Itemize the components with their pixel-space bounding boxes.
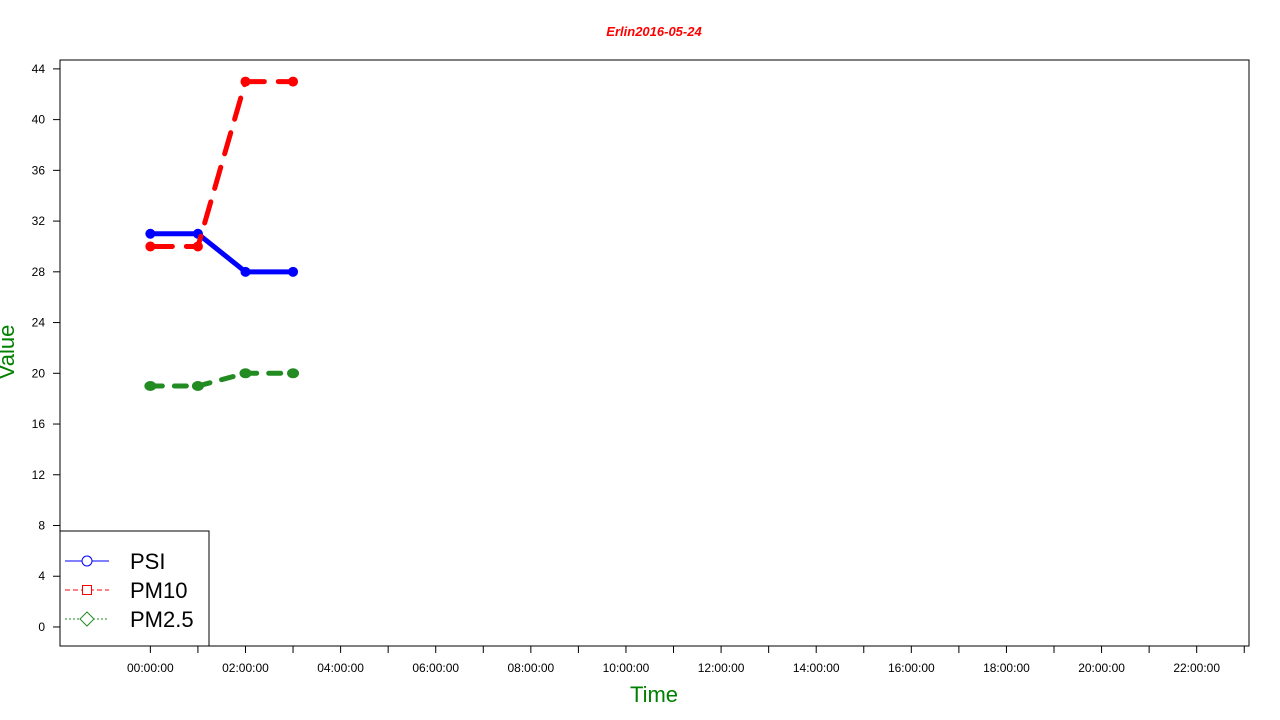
x-tick-label: 08:00:00 (507, 661, 554, 675)
y-tick-label: 0 (38, 620, 45, 634)
x-tick-label: 12:00:00 (698, 661, 745, 675)
x-tick-label: 00:00:00 (127, 661, 174, 675)
y-tick-label: 36 (32, 163, 46, 177)
x-tick-label: 16:00:00 (888, 661, 935, 675)
x-tick-label: 04:00:00 (317, 661, 364, 675)
legend-label: PM2.5 (130, 607, 194, 632)
data-point (287, 368, 300, 379)
series-line-psi (147, 231, 296, 275)
legend-marker-diamond (79, 611, 95, 627)
x-tick-label: 10:00:00 (603, 661, 650, 675)
data-point (288, 266, 299, 277)
data-point (192, 241, 203, 252)
chart-title: Erlin2016-05-24 (606, 24, 702, 39)
data-point (240, 266, 251, 277)
legend-marker-square (82, 585, 92, 595)
y-axis-title: Value (0, 325, 19, 380)
legend-marker-circle (81, 555, 93, 567)
y-tick-label: 8 (38, 519, 45, 533)
x-tick-label: 14:00:00 (793, 661, 840, 675)
y-tick-label: 28 (32, 265, 46, 279)
y-tick-label: 16 (32, 417, 46, 431)
x-tick-label: 02:00:00 (222, 661, 269, 675)
y-tick-label: 32 (32, 214, 46, 228)
data-point (145, 241, 156, 252)
axes: 00:00:00 02:00:00 04:00:00 06:00:00 08:00:00… (32, 59, 1250, 675)
series-line-pm25 (147, 370, 296, 389)
data-point (239, 368, 252, 379)
data-point (145, 228, 156, 239)
data-point (288, 76, 299, 87)
y-tick-label: 20 (32, 366, 46, 380)
y-tick-label: 24 (32, 316, 46, 330)
series-line-pm10 (147, 79, 296, 249)
data-point (144, 380, 157, 391)
x-tick-label: 18:00:00 (983, 661, 1030, 675)
x-tick-label: 20:00:00 (1078, 661, 1125, 675)
plot-frame (59, 59, 1250, 647)
legend-label: PM10 (130, 578, 187, 603)
data-point (191, 380, 204, 391)
y-tick-label: 12 (32, 468, 46, 482)
y-tick-label: 4 (38, 569, 45, 583)
x-tick-label: 06:00:00 (412, 661, 459, 675)
legend: PSI PM10 PM2.5 (59, 530, 210, 647)
data-point (240, 76, 251, 87)
y-tick-label: 44 (32, 62, 46, 76)
x-tick-label: 22:00:00 (1173, 661, 1220, 675)
legend-label: PSI (130, 549, 165, 574)
series-layer (144, 76, 300, 391)
y-tick-label: 40 (32, 113, 46, 127)
x-axis-title: Time (630, 682, 678, 707)
